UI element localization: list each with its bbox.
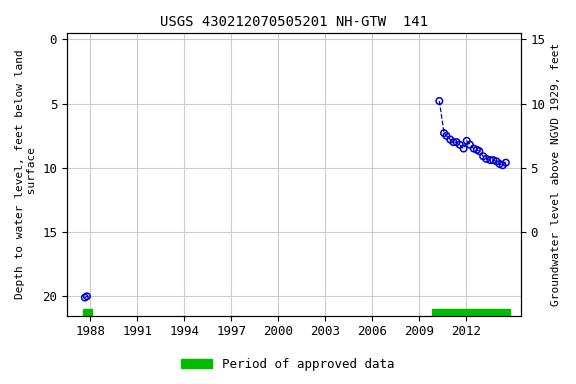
Point xyxy=(469,146,479,152)
Point xyxy=(482,156,491,162)
Bar xyxy=(84,309,92,316)
Legend: Period of approved data: Period of approved data xyxy=(176,353,400,376)
Point xyxy=(435,98,444,104)
Bar xyxy=(431,309,510,316)
Point xyxy=(472,147,482,153)
Point xyxy=(446,136,455,142)
Point xyxy=(479,153,488,159)
Point xyxy=(462,138,471,144)
Point xyxy=(492,158,501,164)
Point xyxy=(501,160,510,166)
Point xyxy=(80,295,89,301)
Point xyxy=(465,142,475,148)
Point xyxy=(439,130,449,136)
Point xyxy=(449,139,458,145)
Y-axis label: Depth to water level, feet below land
 surface: Depth to water level, feet below land su… xyxy=(15,50,37,299)
Title: USGS 430212070505201 NH-GTW  141: USGS 430212070505201 NH-GTW 141 xyxy=(160,15,428,29)
Point xyxy=(452,139,461,145)
Point xyxy=(459,146,468,152)
Point xyxy=(495,161,504,167)
Point xyxy=(442,132,451,139)
Point xyxy=(488,157,498,163)
Point xyxy=(498,162,507,168)
Point xyxy=(486,157,495,163)
Point xyxy=(475,148,484,154)
Point xyxy=(455,142,464,148)
Y-axis label: Groundwater level above NGVD 1929, feet: Groundwater level above NGVD 1929, feet xyxy=(551,43,561,306)
Point xyxy=(82,293,92,300)
